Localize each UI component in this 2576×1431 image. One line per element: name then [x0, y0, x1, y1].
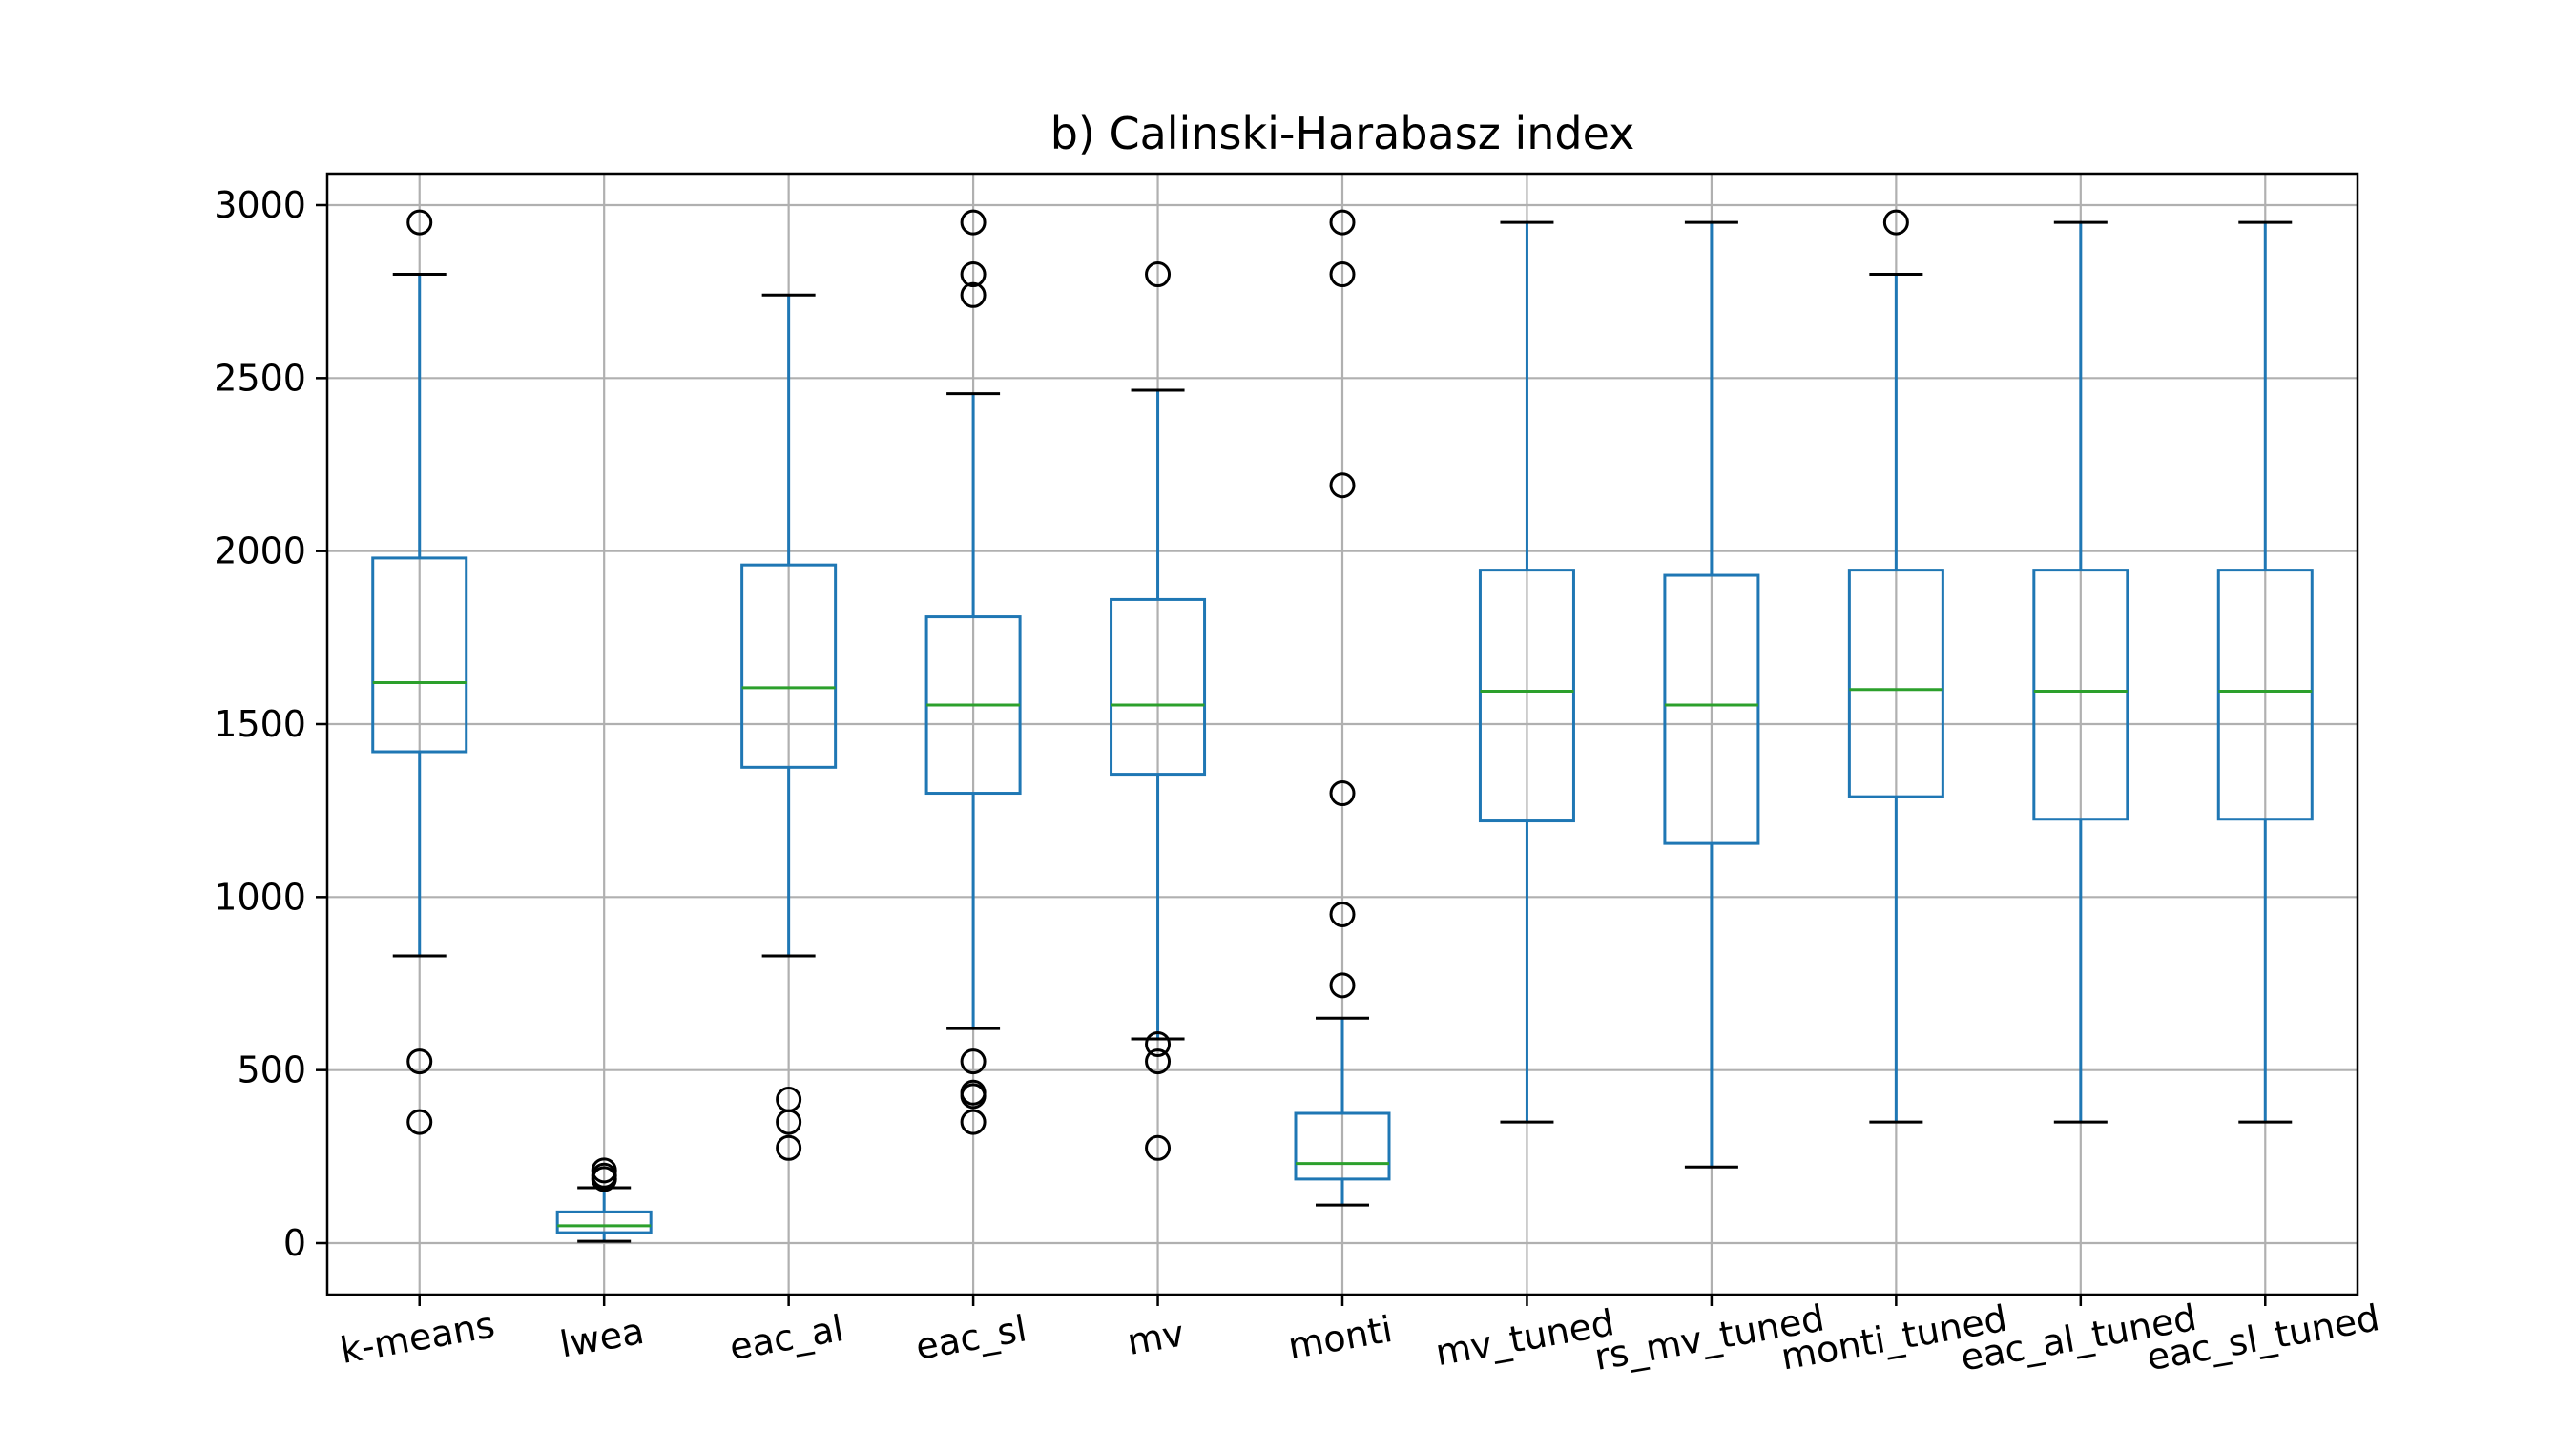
x-tick-label: mv: [1124, 1312, 1187, 1363]
outlier-point: [1329, 780, 1356, 807]
box-eac_sl_tuned: [2216, 220, 2314, 1124]
chart-title: b) Calinski-Harabasz index: [1050, 108, 1635, 159]
box-eac_al_tuned: [2032, 220, 2129, 1124]
outlier-point: [1329, 901, 1356, 927]
iqr-box: [371, 556, 468, 754]
iqr-box: [1478, 569, 1575, 823]
y-tick-label: 3000: [214, 184, 306, 226]
outlier-point: [1145, 1134, 1172, 1161]
y-tick-label: 2500: [214, 357, 306, 399]
x-tick-label: mv_tuned: [1432, 1301, 1617, 1374]
x-tick-label: monti: [1285, 1308, 1396, 1367]
outlier-point: [1145, 1048, 1172, 1075]
iqr-box: [2032, 569, 2129, 821]
x-tick-label: eac_sl: [912, 1307, 1029, 1368]
box-eac_al: [740, 293, 838, 1161]
x-tick-label: k-means: [337, 1303, 497, 1372]
outlier-point: [406, 1048, 433, 1075]
outlier-point: [960, 261, 987, 288]
outlier-point: [1145, 261, 1172, 288]
outlier-point: [591, 1166, 617, 1192]
iqr-box: [740, 563, 838, 769]
iqr-box: [1110, 597, 1207, 777]
y-tick-label: 1500: [214, 703, 306, 745]
iqr-box: [1663, 573, 1760, 845]
iqr-box: [1847, 569, 1944, 798]
outlier-point: [1882, 209, 1909, 236]
outlier-point: [1329, 472, 1356, 499]
x-tick-label: lwea: [557, 1310, 648, 1366]
outlier-point: [776, 1134, 802, 1161]
y-axis: 0 500 1000 1500 2000 2500 3000: [214, 184, 327, 1264]
outlier-point: [960, 1083, 987, 1110]
grid-lines: [327, 174, 2358, 1295]
outlier-point: [776, 1109, 802, 1135]
outlier-point: [960, 1109, 987, 1135]
outlier-point: [1329, 209, 1356, 236]
box-monti_tuned: [1847, 209, 1944, 1124]
outlier-point: [960, 1048, 987, 1075]
y-tick-label: 2000: [214, 530, 306, 572]
box-k-means: [371, 209, 468, 1135]
iqr-box: [1294, 1111, 1391, 1181]
box-mv_tuned: [1478, 220, 1575, 1124]
x-tick-label: eac_al: [726, 1307, 846, 1368]
outlier-point: [1329, 261, 1356, 288]
box-monti: [1294, 209, 1391, 1207]
outlier-point: [960, 209, 987, 236]
outlier-point: [1145, 1030, 1172, 1057]
box-lwea: [555, 1157, 653, 1243]
outlier-point: [1329, 972, 1356, 999]
box-rs_mv_tuned: [1663, 220, 1760, 1169]
y-tick-label: 500: [237, 1049, 306, 1091]
box-series: [371, 209, 2314, 1243]
box-eac_sl: [924, 209, 1022, 1135]
outlier-point: [960, 281, 987, 308]
iqr-box: [2216, 569, 2314, 821]
outlier-point: [406, 1109, 433, 1135]
x-axis: k-means lwea eac_al eac_sl mv monti mv_tunedrs…: [337, 1295, 2382, 1379]
y-tick-label: 0: [283, 1222, 306, 1264]
iqr-box: [555, 1210, 653, 1234]
outlier-point: [406, 209, 433, 236]
y-tick-label: 1000: [214, 876, 306, 918]
box-mv: [1110, 261, 1207, 1161]
